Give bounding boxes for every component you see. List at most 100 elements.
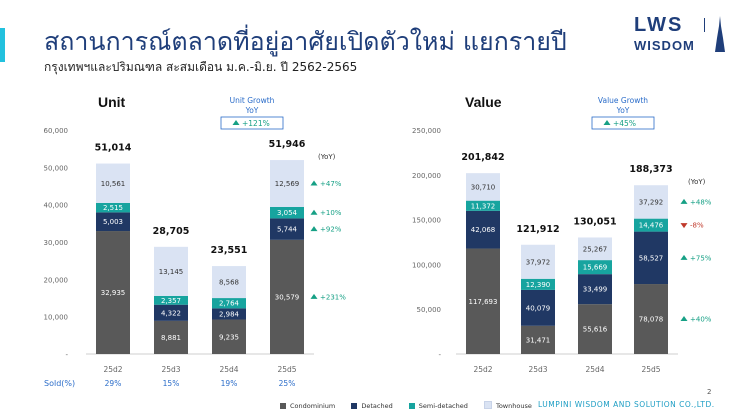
value-yoy-value: +75% (690, 254, 712, 262)
value-bar-segment (634, 185, 668, 219)
unit-growth-title: Unit Growth (230, 96, 275, 105)
unit-y-tick-label: - (65, 351, 68, 359)
lws-wisdom-logo: LWS WISDOM (634, 14, 730, 60)
legend-swatch (408, 403, 415, 409)
value-data-label: 55,616 (583, 326, 608, 334)
value-bar-segment (521, 278, 555, 290)
unit-bar-segment (212, 319, 246, 354)
value-bar-segment (521, 244, 555, 279)
page-subtitle: กรุงเทพฯและปริมณฑล สะสมเดือน ม.ค.-มิ.ย. … (44, 60, 358, 74)
value-data-label: 31,471 (526, 336, 551, 344)
unit-yoy-value: +92% (320, 226, 342, 234)
unit-data-label: 5,003 (103, 218, 123, 226)
value-yoy-value: +40% (690, 316, 712, 324)
unit-category-label: 25d2 (103, 365, 122, 374)
value-growth-arrow-icon (603, 120, 611, 125)
value-y-tick-label: - (438, 351, 441, 359)
legend-swatch (280, 403, 286, 409)
logo-text-bottom: WISDOM (634, 38, 695, 53)
unit-yoy-arrow-icon (310, 180, 318, 186)
value-data-label: 37,972 (526, 258, 551, 266)
unit-yoy-value: +47% (320, 180, 342, 188)
unit-category-label: 25d5 (277, 365, 296, 374)
unit-bar-segment (96, 212, 130, 232)
value-data-label: 33,499 (583, 286, 608, 294)
unit-yoy-arrow-icon (310, 226, 318, 232)
unit-category-label: 25d4 (219, 365, 238, 374)
value-growth-value: +45% (613, 119, 636, 128)
unit-data-label: 8,568 (219, 279, 239, 287)
footer-company-name: LUMPINI WISDOM AND SOLUTION CO.,LTD. (538, 400, 715, 409)
unit-data-label: 2,764 (219, 300, 240, 308)
unit-yoy-arrow-icon (310, 293, 318, 299)
value-growth-subtitle: YoY (616, 106, 630, 115)
value-bar-segment (578, 304, 612, 354)
unit-yoy-value: +10% (320, 209, 342, 217)
unit-bar-segment (212, 308, 246, 320)
unit-data-label: 8,881 (161, 334, 181, 342)
value-data-label: 42,068 (471, 226, 496, 234)
value-total-label: 130,051 (573, 216, 616, 227)
unit-data-label: 12,569 (275, 180, 300, 188)
value-total-label: 201,842 (461, 152, 504, 163)
unit-bar-segment (154, 304, 188, 321)
unit-bar-segment (96, 202, 130, 213)
unit-category-label: 25d3 (161, 365, 180, 374)
value-bar-segment (521, 325, 555, 354)
value-bar-segment (578, 260, 612, 275)
unit-data-label: 10,561 (101, 180, 126, 188)
value-category-label: 25d5 (641, 365, 660, 374)
value-data-label: 15,669 (583, 264, 608, 272)
legend-label: Condominium (290, 402, 336, 410)
unit-total-label: 51,014 (95, 143, 132, 154)
unit-data-label: 2,357 (161, 297, 181, 305)
unit-growth-subtitle: YoY (245, 106, 259, 115)
unit-total-label: 23,551 (211, 245, 248, 256)
unit-bar-segment (154, 246, 188, 296)
logo-separator (704, 18, 705, 32)
unit-data-label: 5,744 (277, 226, 298, 234)
value-yoy-value: +48% (690, 198, 712, 206)
unit-total-label: 51,946 (269, 139, 306, 150)
value-data-label: 25,267 (583, 245, 608, 253)
value-total-label: 188,373 (629, 164, 672, 175)
legend-item-townhouse: Townhouse (483, 401, 532, 410)
sold-percent-label: Sold(%) (44, 379, 76, 388)
value-bar-segment (578, 274, 612, 305)
unit-y-tick-label: 60,000 (44, 127, 69, 135)
logo-text-top: LWS (634, 14, 684, 36)
value-y-tick-label: 150,000 (412, 217, 441, 225)
unit-y-tick-label: 10,000 (44, 314, 69, 322)
unit-y-tick-label: 40,000 (44, 202, 69, 210)
unit-data-label: 30,579 (275, 293, 300, 301)
legend-item-semi-detached: Semi-detached (408, 402, 468, 410)
unit-bar-segment (270, 160, 304, 207)
value-data-label: 117,693 (469, 298, 498, 306)
legend-item-detached: Detached (351, 402, 393, 410)
value-data-label: 12,390 (526, 281, 551, 289)
value-bar-segment (466, 173, 500, 201)
value-bar-segment (634, 218, 668, 232)
value-y-tick-label: 250,000 (412, 127, 441, 135)
legend-label: Detached (361, 402, 393, 410)
value-growth-title: Value Growth (598, 96, 648, 105)
chart-legend: Condominium Detached Semi-detached Townh… (280, 401, 546, 410)
unit-bar-segment (270, 206, 304, 219)
page-title: สถานการณ์ตลาดที่อยู่อาศัยเปิดตัวใหม่ แยก… (44, 27, 567, 56)
value-total-label: 121,912 (516, 224, 559, 235)
value-category-label: 25d3 (528, 365, 547, 374)
value-y-tick-label: 100,000 (412, 261, 441, 269)
value-data-label: 37,292 (639, 198, 664, 206)
unit-bar-segment (212, 298, 246, 309)
unit-yoy-value: +231% (320, 293, 346, 301)
value-data-label: 11,372 (471, 202, 496, 210)
unit-yoy-header: (YoY) (318, 153, 336, 161)
value-yoy-value: -8% (690, 222, 704, 230)
unit-bar-segment (96, 163, 130, 203)
sold-percent-value: 15% (163, 379, 180, 388)
legend-item-condominium: Condominium (280, 402, 335, 410)
value-data-label: 58,527 (639, 254, 664, 262)
unit-data-label: 9,235 (219, 333, 239, 341)
unit-data-label: 32,935 (101, 289, 126, 297)
